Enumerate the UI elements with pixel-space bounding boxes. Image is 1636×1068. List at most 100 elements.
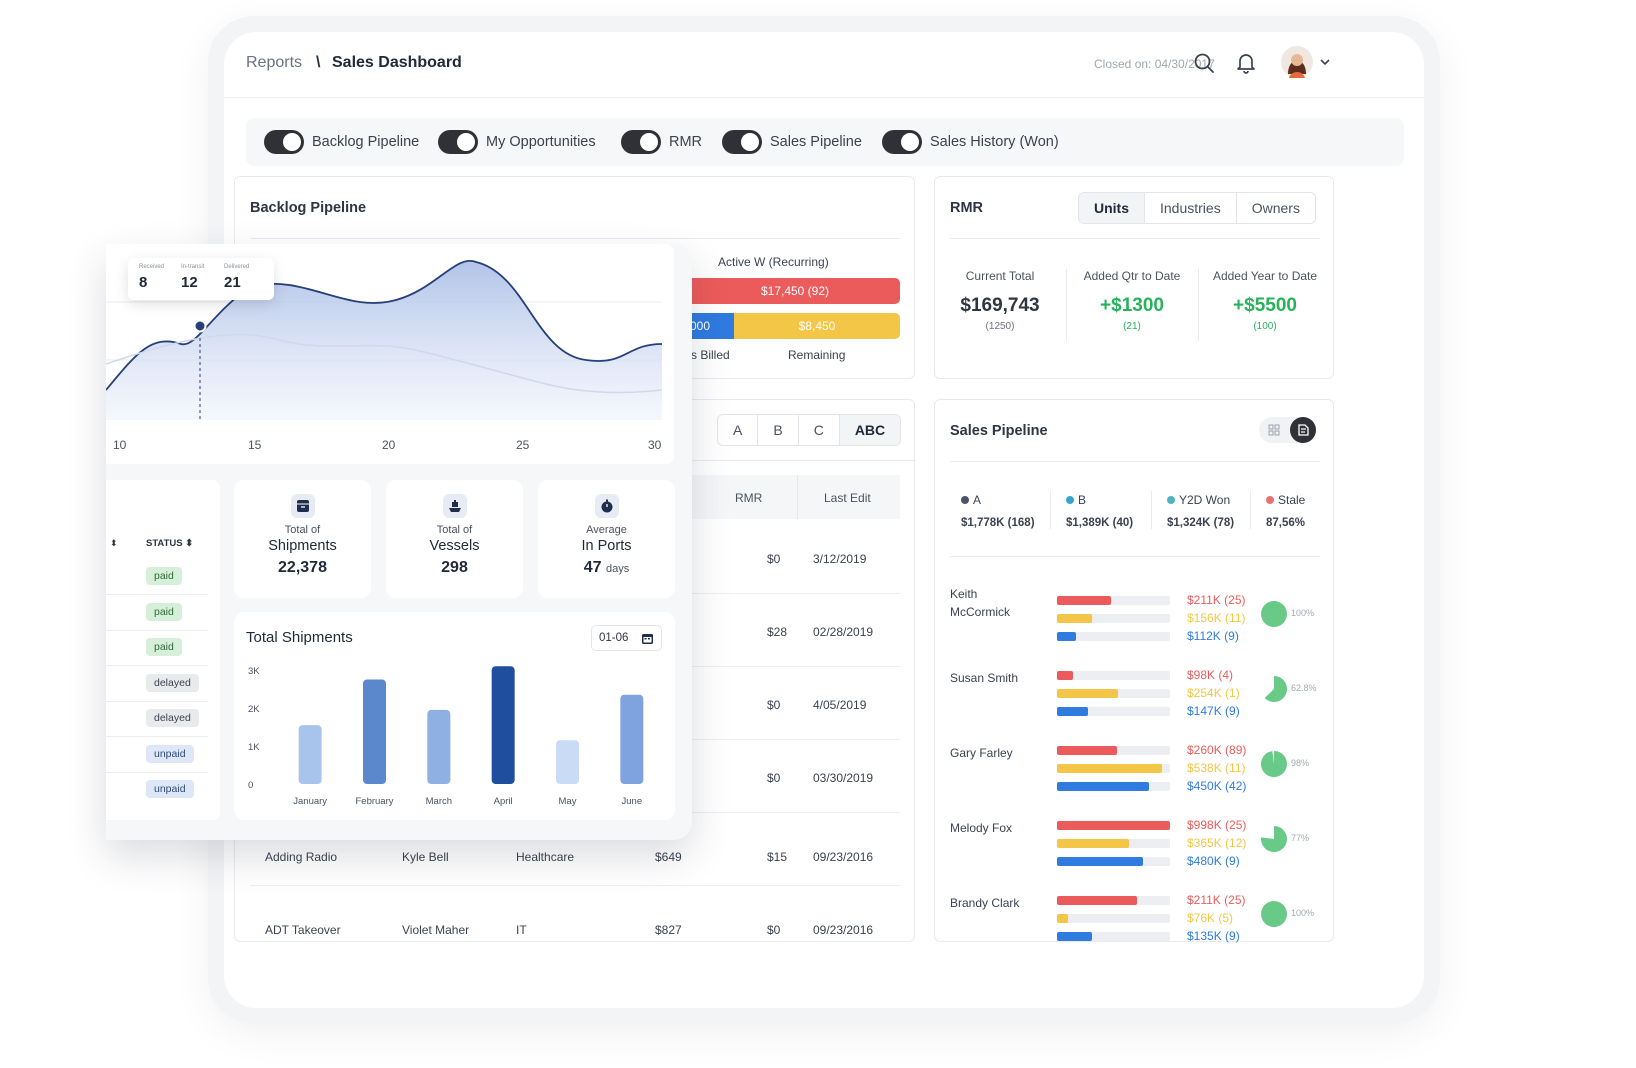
person-name: Gary Farley bbox=[950, 746, 1013, 760]
col-last-edit[interactable]: Last Edit bbox=[824, 491, 871, 505]
cell-last-edit: 4/05/2019 bbox=[813, 698, 867, 712]
bar-june[interactable] bbox=[620, 694, 644, 784]
pipeline-bar-blue[interactable] bbox=[1057, 632, 1076, 641]
status-badge: delayed bbox=[146, 709, 199, 727]
bar-january[interactable] bbox=[298, 725, 322, 784]
recurring-bar-label: $17,450 (92) bbox=[760, 284, 830, 298]
kpi-shipments: Total of Shipments 22,378 bbox=[234, 494, 371, 577]
shipments-overlay: 10 15 20 25 30 ⬍ STATUS ⬍ paid paid paid de… bbox=[106, 244, 692, 840]
pipeline-bar-red[interactable] bbox=[1057, 746, 1117, 755]
kpi-value-row: 47 days bbox=[538, 559, 675, 577]
toggle-my-opportunities[interactable]: My Opportunities bbox=[438, 130, 596, 154]
legend-value: $1,778K (168) bbox=[961, 517, 1035, 529]
filter-c[interactable]: C bbox=[798, 415, 840, 445]
pipeline-bar-red[interactable] bbox=[1057, 896, 1137, 905]
grid-view-icon[interactable] bbox=[1268, 424, 1280, 436]
pipeline-bar-yellow[interactable] bbox=[1057, 839, 1129, 848]
pipeline-value-red: $260K (89) bbox=[1187, 743, 1247, 757]
search-icon[interactable] bbox=[1193, 52, 1215, 74]
filter-abc[interactable]: ABC bbox=[839, 415, 901, 445]
sales-pipeline-title: Sales Pipeline bbox=[950, 423, 1048, 439]
filter-b[interactable]: B bbox=[758, 415, 799, 445]
row-divider bbox=[106, 700, 208, 702]
pipeline-bar-blue[interactable] bbox=[1057, 707, 1088, 716]
status-header[interactable]: STATUS ⬍ bbox=[146, 538, 194, 549]
row-divider bbox=[106, 629, 208, 631]
tab-owners[interactable]: Owners bbox=[1236, 193, 1315, 223]
pipeline-bar-blue[interactable] bbox=[1057, 932, 1092, 941]
pipeline-bar-red[interactable] bbox=[1057, 596, 1111, 605]
toggle-switch[interactable] bbox=[882, 130, 922, 154]
toggle-sales-pipeline[interactable]: Sales Pipeline bbox=[722, 130, 862, 154]
status-badge: paid bbox=[146, 602, 182, 621]
cell-last-edit: 09/23/2016 bbox=[813, 850, 874, 864]
toggle-sales-history[interactable]: Sales History (Won) bbox=[882, 130, 1059, 154]
list-view-icon[interactable] bbox=[1290, 417, 1316, 443]
x-category-label: February bbox=[355, 796, 393, 807]
col-rmr[interactable]: RMR bbox=[735, 491, 763, 505]
toggle-switch[interactable] bbox=[438, 130, 478, 154]
pipeline-bar-yellow[interactable] bbox=[1057, 614, 1092, 623]
toggle-switch[interactable] bbox=[722, 130, 762, 154]
recurring-bar[interactable]: $17,450 (92) bbox=[655, 278, 900, 304]
pipeline-bar-yellow[interactable] bbox=[1057, 764, 1162, 773]
pipeline-bar-yellow[interactable] bbox=[1057, 689, 1118, 698]
bar-march[interactable] bbox=[427, 709, 451, 784]
sort-icon[interactable]: ⬍ bbox=[110, 538, 118, 548]
pipeline-bar-blue[interactable] bbox=[1057, 782, 1149, 791]
pipeline-value-red: $211K (25) bbox=[1187, 893, 1246, 907]
bar-april[interactable] bbox=[491, 666, 515, 784]
backlog-title: Backlog Pipeline bbox=[250, 200, 367, 216]
legend-dot-icon bbox=[1066, 496, 1074, 504]
bell-icon[interactable] bbox=[1236, 52, 1256, 74]
billed-label: s Billed bbox=[691, 348, 730, 362]
toggle-label: RMR bbox=[669, 134, 703, 150]
row-divider bbox=[106, 771, 208, 773]
toggle-switch[interactable] bbox=[264, 130, 304, 154]
share-percent: 98% bbox=[1291, 758, 1310, 768]
date-picker[interactable]: 01-06 bbox=[591, 625, 662, 651]
status-badge: paid bbox=[146, 567, 182, 585]
remaining-bar[interactable]: $8,450 bbox=[734, 313, 900, 339]
list-view-glyph bbox=[1298, 424, 1309, 436]
tooltip-label: In-transit bbox=[181, 264, 205, 270]
rmr-value: $169,743 bbox=[960, 295, 1040, 316]
rmr-label: Added Qtr to Date bbox=[1083, 269, 1181, 283]
pipeline-value-red: $998K (25) bbox=[1187, 818, 1247, 832]
table-row[interactable] bbox=[250, 885, 900, 958]
pipeline-value-blue: $480K (9) bbox=[1187, 854, 1240, 868]
cell-name: Adding Radio bbox=[265, 850, 338, 864]
toggle-switch[interactable] bbox=[621, 130, 661, 154]
pipeline-bar-red[interactable] bbox=[1057, 671, 1073, 680]
legend-dot-icon bbox=[961, 496, 969, 504]
avatar[interactable] bbox=[1281, 46, 1313, 78]
pipeline-bar-red[interactable] bbox=[1057, 821, 1170, 830]
chevron-down-icon[interactable] bbox=[1320, 58, 1330, 66]
pipeline-bar-yellow[interactable] bbox=[1057, 914, 1068, 923]
status-header-label: STATUS bbox=[146, 538, 183, 549]
toggle-backlog-pipeline[interactable]: Backlog Pipeline bbox=[264, 130, 419, 154]
pipeline-bar-track bbox=[1057, 782, 1170, 791]
divider bbox=[1066, 269, 1067, 341]
divider bbox=[950, 556, 1320, 557]
toggle-rmr[interactable]: RMR bbox=[621, 130, 702, 154]
share-percent: 62.8% bbox=[1291, 683, 1317, 693]
bar-february[interactable] bbox=[363, 679, 386, 785]
tab-units[interactable]: Units bbox=[1079, 193, 1145, 223]
pipeline-bar-track bbox=[1057, 896, 1170, 905]
person-name: Brandy Clark bbox=[950, 896, 1020, 910]
divider bbox=[1198, 269, 1199, 341]
legend-item: Y2D Won $1,324K (78) bbox=[1167, 493, 1234, 529]
legend-dot-icon bbox=[1266, 496, 1274, 504]
pipeline-bar-blue[interactable] bbox=[1057, 857, 1143, 866]
cell-owner: Violet Maher bbox=[402, 923, 470, 937]
trend-area bbox=[106, 260, 662, 420]
kpi-shipments-card: Total of Shipments 22,378 bbox=[234, 480, 371, 598]
cursor-point[interactable] bbox=[193, 319, 207, 333]
bar-may[interactable] bbox=[556, 740, 579, 784]
kpi-ports: Average In Ports 47 days bbox=[538, 494, 675, 577]
cell-amount: $827 bbox=[655, 923, 682, 937]
tab-industries[interactable]: Industries bbox=[1145, 193, 1237, 223]
breadcrumb-reports[interactable]: Reports bbox=[246, 54, 303, 71]
filter-a[interactable]: A bbox=[718, 415, 759, 445]
